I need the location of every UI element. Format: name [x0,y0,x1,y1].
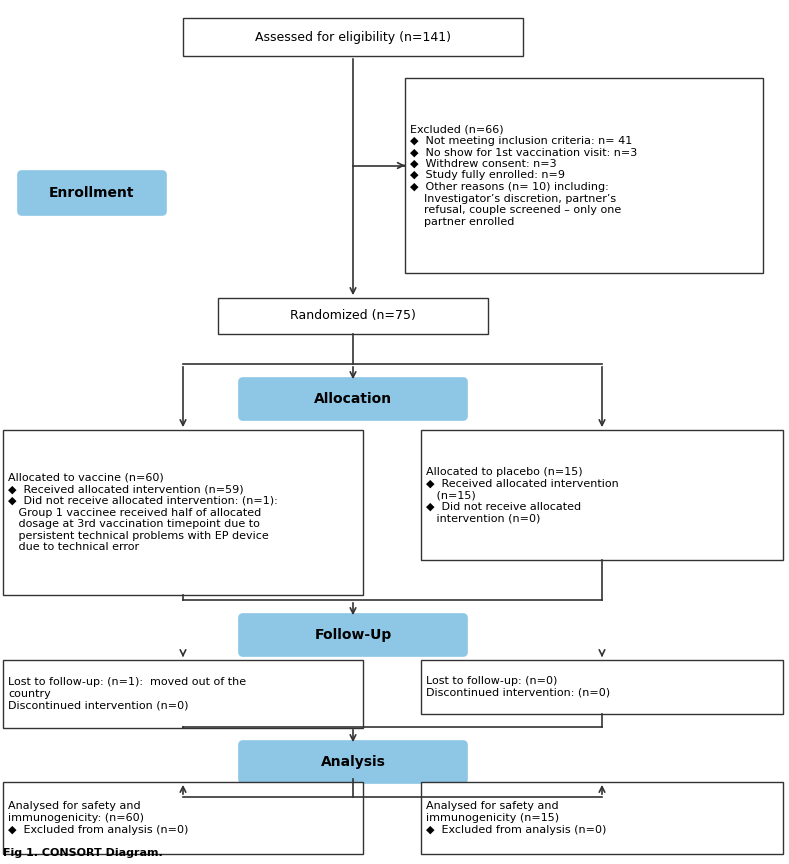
FancyBboxPatch shape [421,430,783,560]
Text: Allocated to placebo (n=15)
◆  Received allocated intervention
   (n=15)
◆  Did : Allocated to placebo (n=15) ◆ Received a… [426,467,619,524]
Text: Allocated to vaccine (n=60)
◆  Received allocated intervention (n=59)
◆  Did not: Allocated to vaccine (n=60) ◆ Received a… [8,473,278,552]
Text: Analysis: Analysis [320,755,386,769]
Text: Assessed for eligibility (n=141): Assessed for eligibility (n=141) [255,30,451,43]
Text: Enrollment: Enrollment [49,186,135,200]
FancyBboxPatch shape [405,78,763,273]
Text: Lost to follow-up: (n=0)
Discontinued intervention: (n=0): Lost to follow-up: (n=0) Discontinued in… [426,677,610,698]
Text: Fig 1. CONSORT Diagram.: Fig 1. CONSORT Diagram. [3,848,163,858]
Text: Allocation: Allocation [314,392,392,406]
Text: Lost to follow-up: (n=1):  moved out of the
country
Discontinued intervention (n: Lost to follow-up: (n=1): moved out of t… [8,677,246,710]
Text: Follow-Up: Follow-Up [314,628,391,642]
FancyBboxPatch shape [239,614,467,656]
FancyBboxPatch shape [421,782,783,854]
Text: Analysed for safety and
immunogenicity: (n=60)
◆  Excluded from analysis (n=0): Analysed for safety and immunogenicity: … [8,802,189,835]
Text: Analysed for safety and
immunogenicity (n=15)
◆  Excluded from analysis (n=0): Analysed for safety and immunogenicity (… [426,802,607,835]
FancyBboxPatch shape [183,18,523,56]
FancyBboxPatch shape [239,741,467,783]
FancyBboxPatch shape [3,782,363,854]
Text: Randomized (n=75): Randomized (n=75) [290,309,416,322]
FancyBboxPatch shape [239,378,467,420]
FancyBboxPatch shape [3,430,363,595]
FancyBboxPatch shape [218,298,488,334]
FancyBboxPatch shape [421,660,783,714]
FancyBboxPatch shape [3,660,363,728]
Text: Excluded (n=66)
◆  Not meeting inclusion criteria: n= 41
◆  No show for 1st vacc: Excluded (n=66) ◆ Not meeting inclusion … [410,124,638,227]
FancyBboxPatch shape [18,171,166,215]
